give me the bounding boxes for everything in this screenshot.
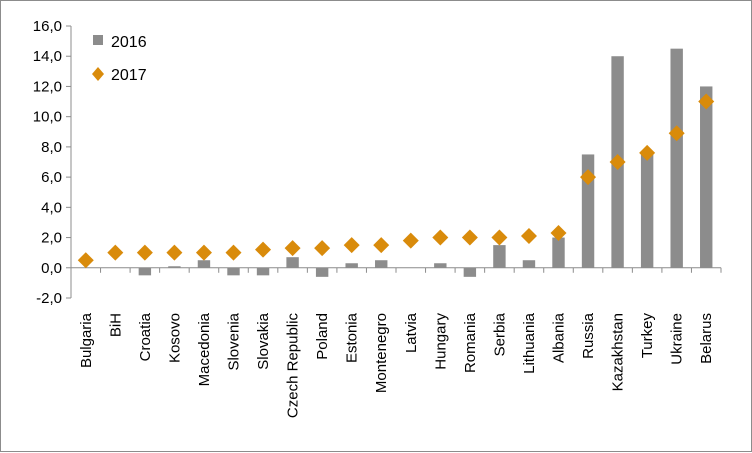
bars-2016 — [138, 48, 713, 277]
x-tick-label: Montenegro — [373, 313, 390, 393]
bar-2016 — [700, 86, 713, 268]
bar-2016 — [197, 260, 211, 268]
marker-2017 — [432, 229, 449, 246]
legend: 2016 2017 — [92, 34, 147, 84]
x-tick-label: Kosovo — [166, 313, 183, 363]
marker-2017 — [195, 244, 212, 261]
markers-2017 — [77, 93, 715, 269]
bar-2016 — [552, 237, 565, 268]
x-tick-label: Serbia — [491, 312, 508, 356]
marker-2017 — [520, 228, 537, 245]
marker-2017 — [373, 237, 390, 254]
bar-2016 — [522, 260, 536, 268]
marker-2017 — [698, 93, 715, 110]
marker-2017 — [166, 244, 183, 261]
bar-2016 — [463, 267, 477, 277]
marker-2017 — [609, 154, 626, 170]
x-tick-label: BiH — [107, 313, 124, 337]
x-tick-label: Poland — [314, 313, 331, 360]
x-tick-label: Macedonia — [196, 312, 213, 386]
x-tick-label: Bulgaria — [78, 312, 95, 368]
marker-2017 — [343, 237, 360, 254]
marker-2017 — [580, 169, 597, 186]
y-tick-label: 0,0 — [41, 260, 62, 277]
legend-label-2017: 2017 — [111, 67, 147, 84]
y-tick-label: 10,0 — [33, 109, 62, 126]
marker-2017 — [225, 244, 242, 261]
x-tick-label: Romania — [462, 312, 479, 373]
legend-swatch-2016 — [93, 35, 103, 45]
x-tick-label: Lithuania — [521, 312, 538, 374]
marker-2017 — [461, 229, 478, 246]
bar-2016 — [286, 257, 299, 268]
marker-2017 — [136, 244, 153, 261]
x-tick-label: Ukraine — [669, 313, 686, 365]
bar-2016 — [375, 260, 388, 268]
x-tick-label: Slovenia — [226, 312, 243, 370]
bar-2016 — [493, 245, 506, 268]
marker-2017 — [550, 225, 567, 242]
x-tick-label: Kazakhstan — [610, 313, 627, 391]
x-tick-labels: Bulgaria BiH Croatia Kosovo Macedonia Sloveni… — [78, 312, 715, 418]
y-tick-label: 6,0 — [41, 169, 62, 186]
y-tick-label: 12,0 — [33, 78, 62, 95]
bar-2016 — [227, 267, 240, 276]
y-tick-label: 4,0 — [41, 199, 62, 216]
marker-2017 — [284, 240, 301, 257]
bar-2016 — [256, 267, 270, 276]
y-tick-labels: -2,0 0,0 2,0 4,0 6,0 8,0 10,0 12,0 14,0 16,0 — [33, 18, 62, 307]
bar-2016 — [434, 263, 447, 268]
y-tick-label: 2,0 — [41, 230, 62, 247]
x-tick-label: Croatia — [137, 312, 154, 361]
marker-2017 — [255, 241, 272, 258]
marker-2017 — [314, 240, 331, 257]
y-tick-label: 16,0 — [33, 18, 62, 35]
x-tick-label: Belarus — [698, 313, 715, 364]
marker-2017 — [107, 244, 124, 261]
x-tick-label: Turkey — [639, 313, 656, 359]
bar-2016 — [640, 151, 654, 268]
bar-2016 — [315, 267, 329, 277]
marker-2017 — [668, 125, 685, 142]
x-tick-label: Latvia — [403, 312, 420, 353]
legend-label-2016: 2016 — [111, 34, 147, 51]
x-tick-label: Slovakia — [255, 312, 272, 369]
marker-2017 — [491, 229, 508, 246]
bar-2016 — [670, 48, 683, 268]
x-tick-label: Albania — [551, 312, 568, 363]
y-tick-label: 8,0 — [41, 139, 62, 156]
marker-2017 — [77, 252, 94, 269]
x-tick-label: Czech Republic — [285, 313, 302, 419]
x-tick-label: Hungary — [432, 313, 449, 370]
bar-2016 — [138, 267, 152, 276]
x-tick-label: Estonia — [344, 312, 361, 363]
legend-marker-2017 — [92, 67, 104, 81]
marker-2017 — [402, 232, 419, 249]
bar-2016 — [345, 263, 358, 268]
bar-2016 — [168, 266, 181, 268]
y-tick-label: 14,0 — [33, 48, 62, 65]
marker-2017 — [639, 144, 656, 161]
y-tick-label: -2,0 — [36, 290, 62, 307]
x-tick-label: Russia — [580, 312, 597, 359]
bar-2016 — [581, 154, 595, 268]
